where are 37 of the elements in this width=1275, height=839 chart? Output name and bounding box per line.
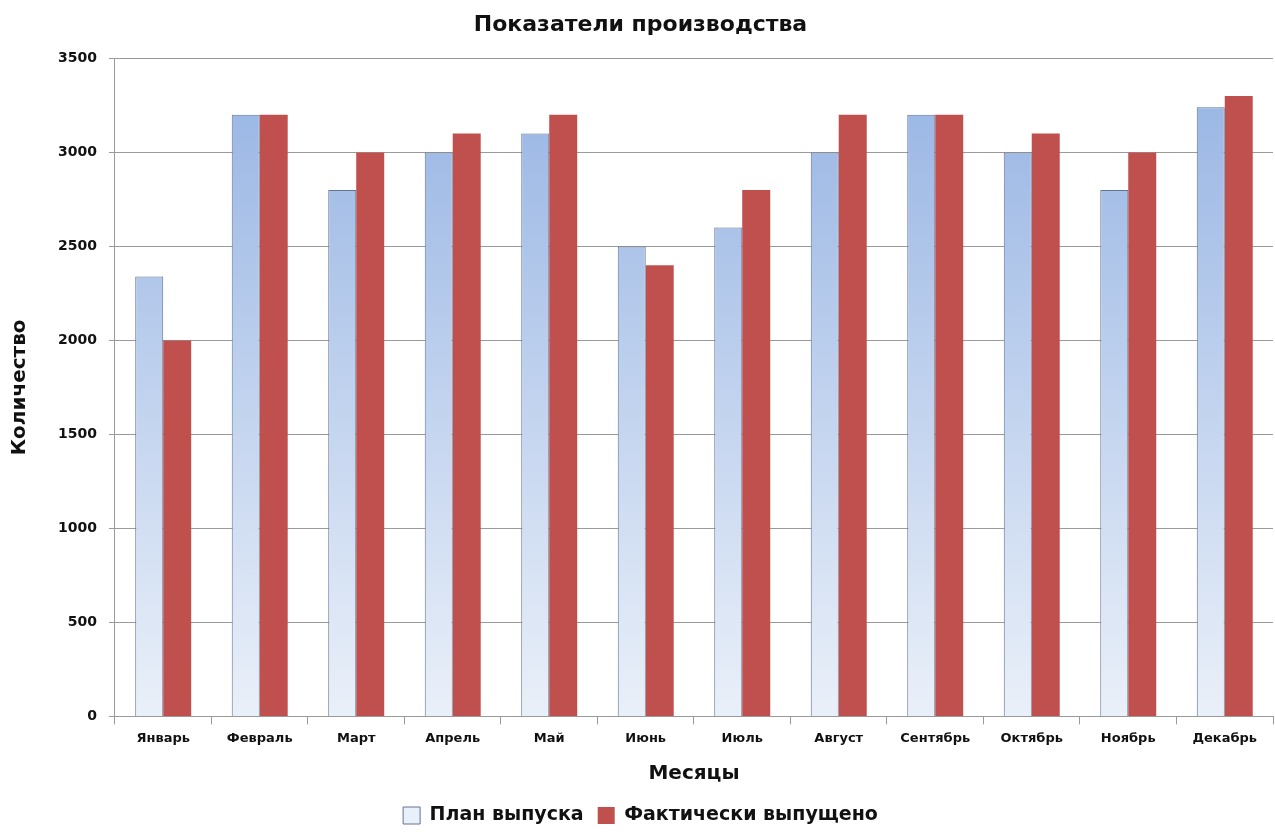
y-tick-label: 500 bbox=[67, 613, 98, 630]
bar bbox=[742, 190, 771, 716]
y-tick-label: 3000 bbox=[58, 143, 98, 160]
x-tick-label: Март bbox=[336, 729, 376, 745]
x-tick-label: Октябрь bbox=[1000, 729, 1063, 745]
y-tick-label: 2500 bbox=[58, 237, 98, 254]
y-tick-label: 2000 bbox=[58, 331, 98, 348]
bar bbox=[549, 114, 578, 716]
x-tick-label: Август bbox=[814, 729, 864, 745]
x-axis-title: Месяцы bbox=[648, 760, 740, 785]
x-tick-label: Ноябрь bbox=[1100, 729, 1156, 745]
x-tick-label: Июль bbox=[721, 729, 763, 745]
x-tick-label: Июнь bbox=[625, 729, 667, 745]
bar bbox=[645, 265, 674, 716]
x-tick-label: Январь bbox=[136, 729, 190, 745]
bar bbox=[163, 340, 192, 716]
x-tick-label: Февраль bbox=[226, 729, 293, 745]
bar bbox=[259, 114, 288, 716]
chart-title: Показатели производства bbox=[473, 10, 808, 36]
y-tick-label: 0 bbox=[87, 707, 98, 724]
y-tick-label: 1500 bbox=[58, 425, 98, 442]
bar bbox=[838, 114, 867, 716]
bar bbox=[1224, 96, 1253, 716]
bar bbox=[1031, 133, 1060, 716]
y-axis-title: Количество bbox=[6, 319, 31, 456]
bar bbox=[356, 152, 385, 716]
y-tick-label: 3500 bbox=[58, 49, 98, 66]
bar bbox=[1128, 152, 1157, 716]
bar bbox=[935, 114, 964, 716]
legend-label: Фактически выпущено bbox=[624, 802, 878, 825]
x-tick-label: Апрель bbox=[425, 729, 481, 745]
legend-label: План выпуска bbox=[429, 802, 584, 825]
bar bbox=[452, 133, 481, 716]
x-tick-label: Май bbox=[533, 729, 565, 745]
x-tick-label: Декабрь bbox=[1192, 729, 1258, 745]
x-tick-label: Сентябрь bbox=[900, 729, 971, 745]
y-tick-label: 1000 bbox=[58, 519, 98, 536]
